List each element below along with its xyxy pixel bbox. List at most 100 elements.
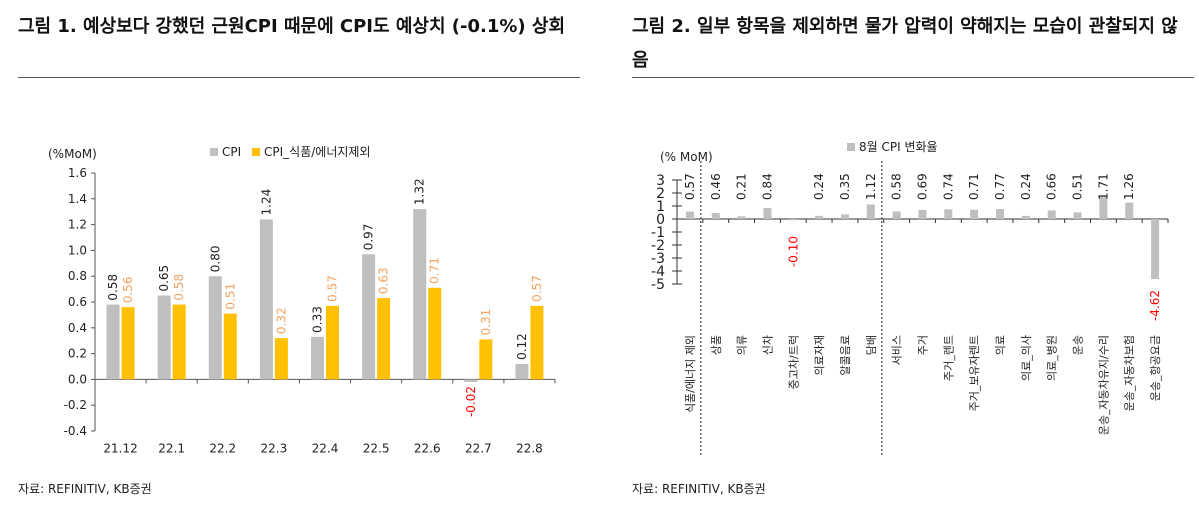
left-bar-cpi (413, 209, 427, 380)
left-x-tick-label: 22.5 (363, 441, 390, 455)
left-y-unit-label: (%MoM) (48, 147, 97, 161)
right-data-label: 0.74 (941, 173, 955, 200)
right-bar (1099, 196, 1108, 219)
legend-swatch-right (847, 143, 855, 151)
left-data-label: 0.80 (208, 245, 222, 272)
right-data-label: 0.69 (916, 173, 930, 200)
left-bar-core (223, 313, 237, 380)
right-bar (789, 219, 798, 221)
left-title-divider (18, 77, 580, 78)
left-bar-core (428, 287, 442, 380)
right-bar (892, 211, 901, 219)
right-x-tick-label: 알콜음료 (838, 335, 852, 375)
right-source: 자료: REFINITIV, KB증권 (632, 482, 766, 496)
left-y-tick-label: -0.4 (64, 424, 87, 438)
right-x-tick-label: 운송 (1072, 335, 1085, 355)
left-x-tick-label: 22.6 (414, 441, 441, 455)
left-y-tick-label: 0.6 (68, 295, 87, 309)
left-x-tick-label: 22.3 (261, 441, 288, 455)
left-y-tick-label: 0.4 (68, 321, 87, 335)
left-data-label: 0.32 (274, 307, 288, 334)
right-x-tick-label: 주거_보유자렌트 (968, 335, 981, 411)
right-bar (815, 215, 824, 219)
right-x-tick-label: 운송_자동차보험 (1123, 335, 1136, 411)
right-x-tick-label: 신차 (761, 335, 774, 355)
left-y-tick-label: -0.2 (64, 398, 87, 412)
legend-label-right: 8월 CPI 변화율 (859, 140, 938, 154)
right-x-tick-label: 주거_렌트 (942, 335, 955, 381)
right-x-tick-label: 운송_자동차유지/수리 (1097, 335, 1110, 435)
right-data-label: 0.46 (709, 173, 723, 200)
right-bar (1047, 210, 1056, 219)
right-data-label: 0.51 (1071, 173, 1085, 200)
right-bar (996, 208, 1005, 219)
right-chart-title: 그림 2. 일부 항목을 제외하면 물가 압력이 약해지는 모습이 관찰되지 않… (632, 16, 1178, 71)
left-data-label: 0.65 (157, 265, 171, 292)
right-data-label: 0.66 (1045, 173, 1059, 200)
left-bar-cpi (259, 219, 273, 380)
left-data-label: 0.57 (326, 275, 340, 302)
left-y-tick-label: 1.2 (68, 218, 87, 232)
left-bar-cpi (208, 276, 222, 380)
right-x-tick-label: 주거 (917, 335, 930, 355)
left-y-tick-label: 0.2 (68, 347, 87, 361)
left-chart-title: 그림 1. 예상보다 강했던 근원CPI 때문에 CPI도 예상치 (-0.1%… (18, 16, 566, 37)
right-data-label: 0.35 (838, 173, 852, 200)
right-y-tick-label: 3 (656, 173, 665, 189)
right-bar (918, 210, 927, 219)
left-x-tick-label: 22.7 (465, 441, 492, 455)
right-bar (685, 211, 694, 219)
right-x-tick-label: 운송_항공요금 (1149, 335, 1162, 401)
right-data-label: 0.24 (1019, 173, 1033, 200)
left-data-label: 1.32 (413, 178, 427, 205)
right-bar (944, 209, 953, 219)
right-bar (840, 214, 849, 219)
left-y-tick-label: 0.8 (68, 269, 87, 283)
left-bar-core (530, 305, 544, 380)
left-data-label: 0.31 (479, 309, 493, 336)
right-data-label: 0.21 (735, 173, 749, 200)
right-data-label: 0.58 (890, 173, 904, 200)
right-x-tick-label: 의료_의사 (1020, 335, 1033, 381)
right-bar (866, 204, 875, 219)
right-data-label: -4.62 (1148, 290, 1162, 321)
left-data-label: 0.63 (377, 267, 391, 294)
right-bar (970, 209, 979, 219)
left-data-label: 0.12 (515, 333, 529, 360)
right-x-tick-label: 의료자재 (813, 335, 826, 375)
right-x-tick-label: 의료_병원 (1046, 335, 1059, 381)
left-data-label: 0.97 (362, 224, 376, 251)
left-y-tick-label: 1.4 (68, 192, 87, 206)
left-bar-cpi (106, 304, 120, 380)
left-x-tick-label: 22.1 (158, 441, 185, 455)
left-y-tick-label: 1.6 (68, 166, 87, 180)
right-x-tick-label: 담배 (865, 335, 878, 355)
left-bar-cpi (311, 336, 324, 380)
right-data-label: 1.12 (864, 173, 878, 200)
legend-label-1: CPI_식품/에너지제외 (264, 145, 370, 159)
right-y-tick-label: 0 (656, 212, 665, 228)
left-x-tick-label: 22.4 (312, 441, 339, 455)
left-data-label: 0.57 (530, 275, 544, 302)
right-y-tick-label: 1 (656, 199, 665, 215)
right-bar (711, 213, 720, 219)
right-bar (1021, 215, 1030, 219)
right-bar (737, 216, 746, 219)
right-y-unit-label: (% MoM) (660, 150, 713, 164)
left-bar-core (377, 298, 391, 380)
left-data-label: 1.24 (259, 189, 273, 216)
left-x-tick-label: 22.2 (209, 441, 236, 455)
right-y-tick-label: 2 (656, 186, 665, 202)
right-x-tick-label: 서비스 (891, 335, 904, 365)
right-x-tick-label: 중고차/트럭 (787, 335, 800, 389)
legend-swatch-0 (210, 148, 218, 156)
right-data-label: -0.10 (786, 236, 800, 267)
left-bar-cpi (464, 379, 478, 382)
legend-swatch-1 (252, 148, 260, 156)
left-data-label: 0.58 (106, 274, 120, 301)
right-y-tick-label: -5 (651, 277, 665, 293)
right-data-label: 1.26 (1122, 173, 1136, 200)
right-x-tick-label: 의료 (994, 335, 1007, 355)
